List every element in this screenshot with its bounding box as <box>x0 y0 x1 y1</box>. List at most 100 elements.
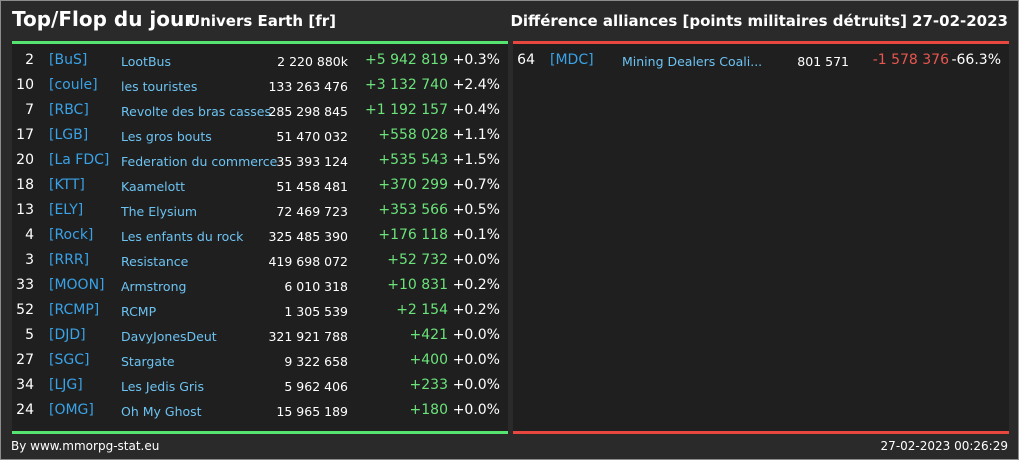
alliance-tag-link[interactable]: [OMG] <box>49 402 94 418</box>
points-difference: +10 831 <box>387 277 448 293</box>
alliance-name-link[interactable]: Mining Dealers Coali... <box>622 54 763 69</box>
alliance-name-link[interactable]: Stargate <box>121 354 175 369</box>
alliance-tag-link[interactable]: [LJG] <box>49 377 83 393</box>
alliance-name-link[interactable]: Oh My Ghost <box>121 404 202 419</box>
alliance-tag-link[interactable]: [ELY] <box>49 202 84 218</box>
alliance-tag-link[interactable]: [La FDC] <box>49 152 110 168</box>
alliance-rank: 2 <box>25 52 34 68</box>
alliance-points: 419 698 072 <box>268 254 348 269</box>
header-date: 27-02-2023 <box>912 12 1008 30</box>
alliance-rank: 13 <box>16 202 34 218</box>
alliance-points: 5 962 406 <box>284 379 348 394</box>
alliance-tag-link[interactable]: [BuS] <box>49 52 88 68</box>
table-row: 33 [MOON] Armstrong 6 010 318 +10 831 +0.2% <box>12 275 508 300</box>
percent-change: +0.1% <box>452 227 500 243</box>
alliance-points: 285 298 845 <box>268 104 348 119</box>
alliance-name-link[interactable]: Revolte des bras casses <box>121 104 271 119</box>
points-difference: +233 <box>409 377 448 393</box>
points-difference: +2 154 <box>396 302 448 318</box>
footer-timestamp: 27-02-2023 00:26:29 <box>880 439 1008 453</box>
percent-change: +0.0% <box>452 402 500 418</box>
table-row: 18 [KTT] Kaamelott 51 458 481 +370 299 +0.7% <box>12 175 508 200</box>
alliance-name-link[interactable]: Kaamelott <box>121 179 186 194</box>
table-row: 20 [La FDC] Federation du commerce 35 393 1… <box>12 150 508 175</box>
alliance-tag-link[interactable]: [DJD] <box>49 327 86 343</box>
alliance-name-link[interactable]: LootBus <box>121 54 171 69</box>
alliance-tag-link[interactable]: [coule] <box>49 77 98 93</box>
alliance-name-link[interactable]: The Elysium <box>121 204 198 219</box>
points-difference: +3 132 740 <box>365 77 448 93</box>
alliance-rank: 3 <box>25 252 34 268</box>
points-difference: +421 <box>409 327 448 343</box>
points-difference: +5 942 819 <box>365 52 448 68</box>
table-row: 52 [RCMP] RCMP 1 305 539 +2 154 +0.2% <box>12 300 508 325</box>
alliance-name-link[interactable]: Les gros bouts <box>121 129 212 144</box>
alliance-rank: 4 <box>25 227 34 243</box>
alliance-tag-link[interactable]: [MDC] <box>550 52 594 68</box>
top-panel: 2 [BuS] LootBus 2 220 880k +5 942 819 +0.3% 10… <box>12 41 508 434</box>
alliance-points: 51 470 032 <box>276 129 348 144</box>
alliance-points: 35 393 124 <box>276 154 348 169</box>
alliance-rank: 10 <box>16 77 34 93</box>
points-difference: +558 028 <box>378 127 448 143</box>
alliance-rank: 52 <box>16 302 34 318</box>
alliance-tag-link[interactable]: [SGC] <box>49 352 90 368</box>
alliance-rank: 17 <box>16 127 34 143</box>
percent-change: +1.5% <box>452 152 500 168</box>
points-difference: +176 118 <box>378 227 448 243</box>
alliance-rank: 64 <box>517 52 535 68</box>
percent-change: +0.4% <box>452 102 500 118</box>
alliance-name-link[interactable]: Armstrong <box>121 279 187 294</box>
points-difference: +180 <box>409 402 448 418</box>
table-row: 4 [Rock] Les enfants du rock 325 485 390 +17… <box>12 225 508 250</box>
alliance-points: 1 305 539 <box>284 304 348 319</box>
percent-change: +0.7% <box>452 177 500 193</box>
alliance-tag-link[interactable]: [MOON] <box>49 277 105 293</box>
percent-change: +0.5% <box>452 202 500 218</box>
alliance-tag-link[interactable]: [RRR] <box>49 252 90 268</box>
points-difference: -1 578 376 <box>872 52 949 68</box>
alliance-tag-link[interactable]: [RCMP] <box>49 302 100 318</box>
points-difference: +52 732 <box>387 252 448 268</box>
points-difference: +1 192 157 <box>365 102 448 118</box>
table-row: 27 [SGC] Stargate 9 322 658 +400 +0.0% <box>12 350 508 375</box>
points-difference: +370 299 <box>378 177 448 193</box>
table-row: 17 [LGB] Les gros bouts 51 470 032 +558 028 +… <box>12 125 508 150</box>
percent-change: +0.2% <box>452 302 500 318</box>
table-row: 24 [OMG] Oh My Ghost 15 965 189 +180 +0.0% <box>12 400 508 425</box>
percent-change: +0.2% <box>452 277 500 293</box>
alliance-tag-link[interactable]: [KTT] <box>49 177 85 193</box>
alliance-points: 133 263 476 <box>268 79 348 94</box>
alliance-points: 9 322 658 <box>284 354 348 369</box>
subtitle: Différence alliances [points militaires … <box>510 12 907 30</box>
alliance-name-link[interactable]: Les Jedis Gris <box>121 379 205 394</box>
footer-credit: By www.mmorpg-stat.eu <box>11 439 160 453</box>
percent-change: +0.3% <box>452 52 500 68</box>
table-row: 2 [BuS] LootBus 2 220 880k +5 942 819 +0.3% <box>12 50 508 75</box>
alliance-name-link[interactable]: Federation du commerce <box>121 154 278 169</box>
alliance-points: 15 965 189 <box>276 404 348 419</box>
alliance-name-link[interactable]: Les enfants du rock <box>121 229 244 244</box>
alliance-tag-link[interactable]: [RBC] <box>49 102 89 118</box>
alliance-tag-link[interactable]: [LGB] <box>49 127 89 143</box>
header: Top/Flop du jour Univers Earth [fr] Diff… <box>1 1 1018 41</box>
alliance-name-link[interactable]: RCMP <box>121 304 157 319</box>
alliance-tag-link[interactable]: [Rock] <box>49 227 94 243</box>
alliance-rank: 34 <box>16 377 34 393</box>
table-row: 5 [DJD] DavyJonesDeut 321 921 788 +421 +0.0% <box>12 325 508 350</box>
alliance-rank: 7 <box>25 102 34 118</box>
percent-change: +2.4% <box>452 77 500 93</box>
page-title: Top/Flop du jour <box>12 7 195 31</box>
alliance-name-link[interactable]: les touristes <box>121 79 198 94</box>
alliance-name-link[interactable]: Resistance <box>121 254 189 269</box>
percent-change: +1.1% <box>452 127 500 143</box>
percent-change: +0.0% <box>452 327 500 343</box>
alliance-points: 321 921 788 <box>268 329 348 344</box>
alliance-points: 6 010 318 <box>284 279 348 294</box>
alliance-name-link[interactable]: DavyJonesDeut <box>121 329 217 344</box>
alliance-rank: 27 <box>16 352 34 368</box>
alliance-points: 325 485 390 <box>268 229 348 244</box>
table-row: 34 [LJG] Les Jedis Gris 5 962 406 +233 +0.0% <box>12 375 508 400</box>
points-difference: +400 <box>409 352 448 368</box>
